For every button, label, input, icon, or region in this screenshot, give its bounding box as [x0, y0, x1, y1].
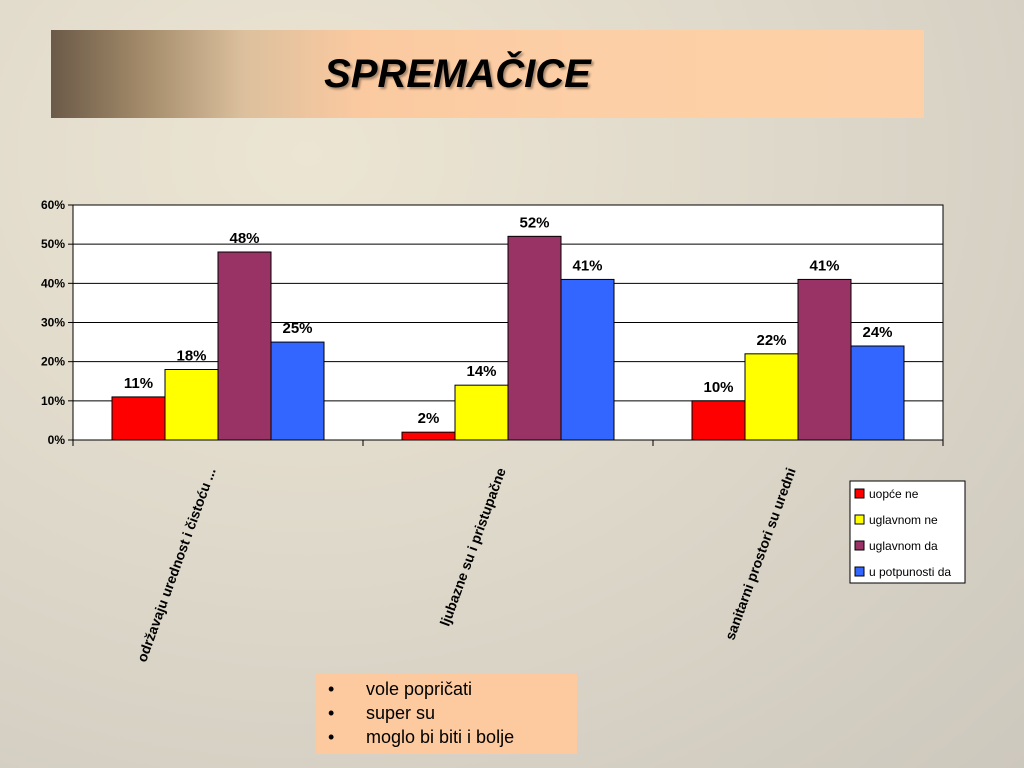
data-label: 2%: [418, 410, 440, 427]
bar: [744, 353, 799, 441]
x-category-label: održavaju urednost i čistoću ...: [134, 466, 219, 664]
bar: [401, 431, 456, 441]
bar: [850, 345, 905, 441]
data-label: 48%: [229, 230, 259, 247]
legend-label: uglavnom ne: [869, 513, 938, 527]
bar: [507, 235, 562, 441]
title-bar: SPREMAČICE: [51, 30, 924, 118]
legend-swatch: [854, 514, 865, 525]
legend-label: uglavnom da: [869, 539, 938, 553]
bar: [454, 384, 509, 441]
legend-label: u potpunosti da: [869, 565, 951, 579]
y-tick-label: 50%: [41, 237, 65, 251]
slide-title: SPREMAČICE: [324, 51, 591, 96]
legend: [849, 480, 966, 584]
x-category-label: sanitarni prostori su uredni: [722, 466, 799, 643]
data-label: 24%: [862, 324, 892, 341]
data-label: 25%: [282, 320, 312, 337]
notes-box: vole popričati super su moglo bi biti i …: [316, 674, 577, 754]
legend-swatch: [854, 566, 865, 577]
data-label: 18%: [176, 348, 206, 365]
legend-label: uopće ne: [869, 487, 919, 501]
data-label: 41%: [572, 257, 602, 274]
y-tick-label: 10%: [41, 394, 65, 408]
bullet-item: moglo bi biti i bolje: [326, 725, 577, 749]
bar: [560, 278, 615, 441]
bar: [270, 341, 325, 441]
data-label: 41%: [809, 257, 839, 274]
y-tick-label: 40%: [41, 276, 65, 290]
legend-swatch: [854, 540, 865, 551]
legend-swatch: [854, 488, 865, 499]
bar: [217, 251, 272, 441]
data-label: 11%: [124, 375, 153, 392]
bar: [111, 396, 166, 441]
data-label: 22%: [756, 332, 786, 349]
y-tick-label: 30%: [41, 316, 65, 330]
y-tick-label: 60%: [41, 198, 65, 212]
data-label: 10%: [703, 379, 733, 396]
x-category-label: ljubazne su i pristupačne: [437, 465, 509, 628]
bar: [691, 400, 746, 441]
data-label: 52%: [519, 214, 549, 231]
data-label: 14%: [466, 363, 496, 380]
y-tick-label: 0%: [48, 433, 66, 447]
bar: [164, 369, 219, 441]
bar: [797, 278, 852, 441]
bullet-item: vole popričati: [326, 677, 577, 701]
bullet-item: super su: [326, 701, 577, 725]
y-tick-label: 20%: [41, 355, 65, 369]
